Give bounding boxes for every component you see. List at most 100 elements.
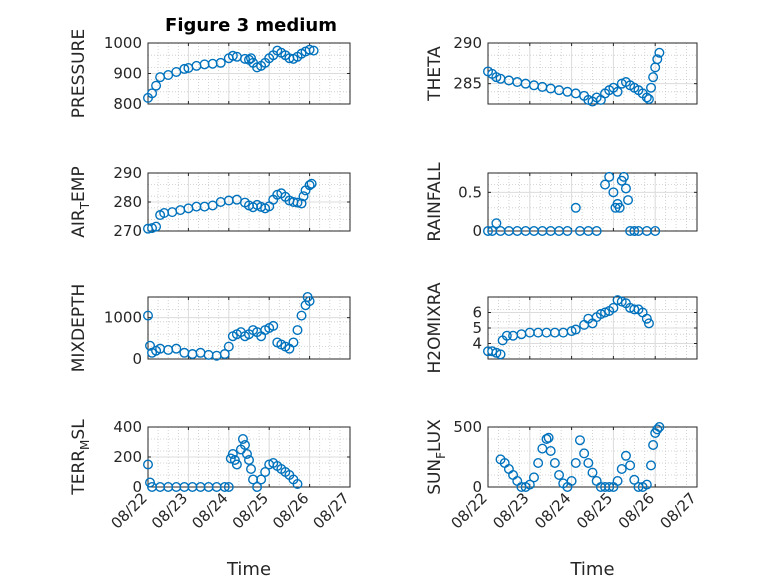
x-tick-label: 08/24: [188, 489, 231, 532]
x-tick-label: 08/23: [489, 489, 532, 532]
data-point: [641, 479, 652, 490]
data-point: [298, 191, 309, 202]
subplot-rainfall: 0 0.5 RAINFALL: [425, 162, 698, 242]
x-axis-label: Time: [226, 559, 271, 580]
data-point: [629, 304, 640, 315]
axes-box: [147, 296, 351, 360]
data-point: [195, 347, 206, 358]
data-point: [512, 77, 523, 88]
x-tick-label: 08/27: [310, 489, 353, 532]
data-point: [191, 201, 202, 212]
data-point: [648, 440, 659, 451]
data-point: [616, 464, 627, 475]
data-point: [147, 88, 158, 99]
figure-title: Figure 3 medium: [165, 15, 337, 36]
data-point: [142, 459, 153, 470]
data-point: [292, 479, 303, 490]
y-tick-label: 0.5: [458, 183, 482, 201]
y-tick-label: 0: [472, 478, 482, 496]
data-point: [545, 446, 556, 457]
y-tick-label: 1000: [104, 34, 142, 52]
x-tick-label: 08/22: [448, 489, 491, 532]
data-point: [604, 171, 615, 182]
data-point: [191, 60, 202, 71]
axes-box: [487, 426, 698, 488]
data-point: [231, 459, 242, 470]
data-point: [304, 180, 315, 191]
data-point: [288, 337, 299, 348]
y-axis-label: MIXDEPTH: [69, 284, 89, 373]
data-point: [554, 85, 565, 96]
data-point: [246, 464, 257, 475]
data-point: [304, 296, 315, 307]
data-point: [641, 313, 652, 324]
data-point: [591, 225, 602, 236]
data-point: [151, 221, 162, 232]
data-point: [618, 171, 629, 182]
x-tick-label: 08/23: [148, 489, 191, 532]
data-point: [495, 349, 506, 360]
x-tick-label: 08/26: [269, 489, 312, 532]
data-point: [260, 467, 271, 478]
data-point: [227, 449, 238, 460]
data-point: [268, 320, 279, 331]
data-point: [239, 53, 250, 64]
data-point: [625, 460, 636, 471]
data-point: [549, 327, 560, 338]
data-point: [256, 474, 267, 485]
data-point: [171, 66, 182, 77]
data-point: [207, 200, 218, 211]
y-axis-label: PRESSURE: [69, 29, 89, 118]
data-point: [612, 476, 623, 487]
data-point: [652, 54, 663, 65]
data-point: [308, 45, 319, 56]
x-axis-label: Time: [569, 559, 614, 580]
data-point: [612, 295, 623, 306]
x-tick-label: 08/27: [657, 489, 700, 532]
data-point: [155, 72, 166, 83]
data-point: [646, 82, 657, 93]
data-point: [241, 449, 252, 460]
data-point: [142, 310, 153, 321]
data-point: [600, 307, 611, 318]
data-point: [566, 326, 577, 337]
data-point: [163, 344, 174, 355]
data-point: [223, 341, 234, 352]
data-point: [296, 198, 307, 209]
data-point: [541, 327, 552, 338]
data-point: [219, 482, 230, 493]
y-tick-label: 6: [472, 304, 482, 322]
x-tick-label: 08/24: [531, 489, 574, 532]
data-point: [207, 58, 218, 69]
data-point: [562, 86, 573, 97]
y-tick-label: 400: [113, 418, 142, 436]
data-point: [654, 422, 665, 433]
data-point: [171, 343, 182, 354]
x-tick-label: 08/25: [573, 489, 616, 532]
data-point: [566, 476, 577, 487]
data-point: [587, 467, 598, 478]
data-point: [650, 225, 661, 236]
data-point: [501, 330, 512, 341]
data-point: [608, 302, 619, 313]
data-point: [616, 296, 627, 307]
data-point: [145, 340, 156, 351]
data-point: [243, 455, 254, 466]
data-point: [167, 207, 178, 218]
data-point: [223, 482, 234, 493]
y-tick-label: 0: [132, 350, 142, 368]
data-point: [252, 482, 263, 493]
data-point: [231, 194, 242, 205]
data-point: [541, 434, 552, 445]
data-point: [620, 450, 631, 461]
data-point: [629, 225, 640, 236]
data-point: [533, 458, 544, 469]
data-point: [199, 59, 210, 70]
data-point: [179, 347, 190, 358]
data-point: [512, 476, 523, 487]
y-tick-label: 280: [113, 193, 142, 211]
data-point: [562, 225, 573, 236]
y-tick-label: 500: [453, 418, 482, 436]
data-point: [537, 443, 548, 454]
